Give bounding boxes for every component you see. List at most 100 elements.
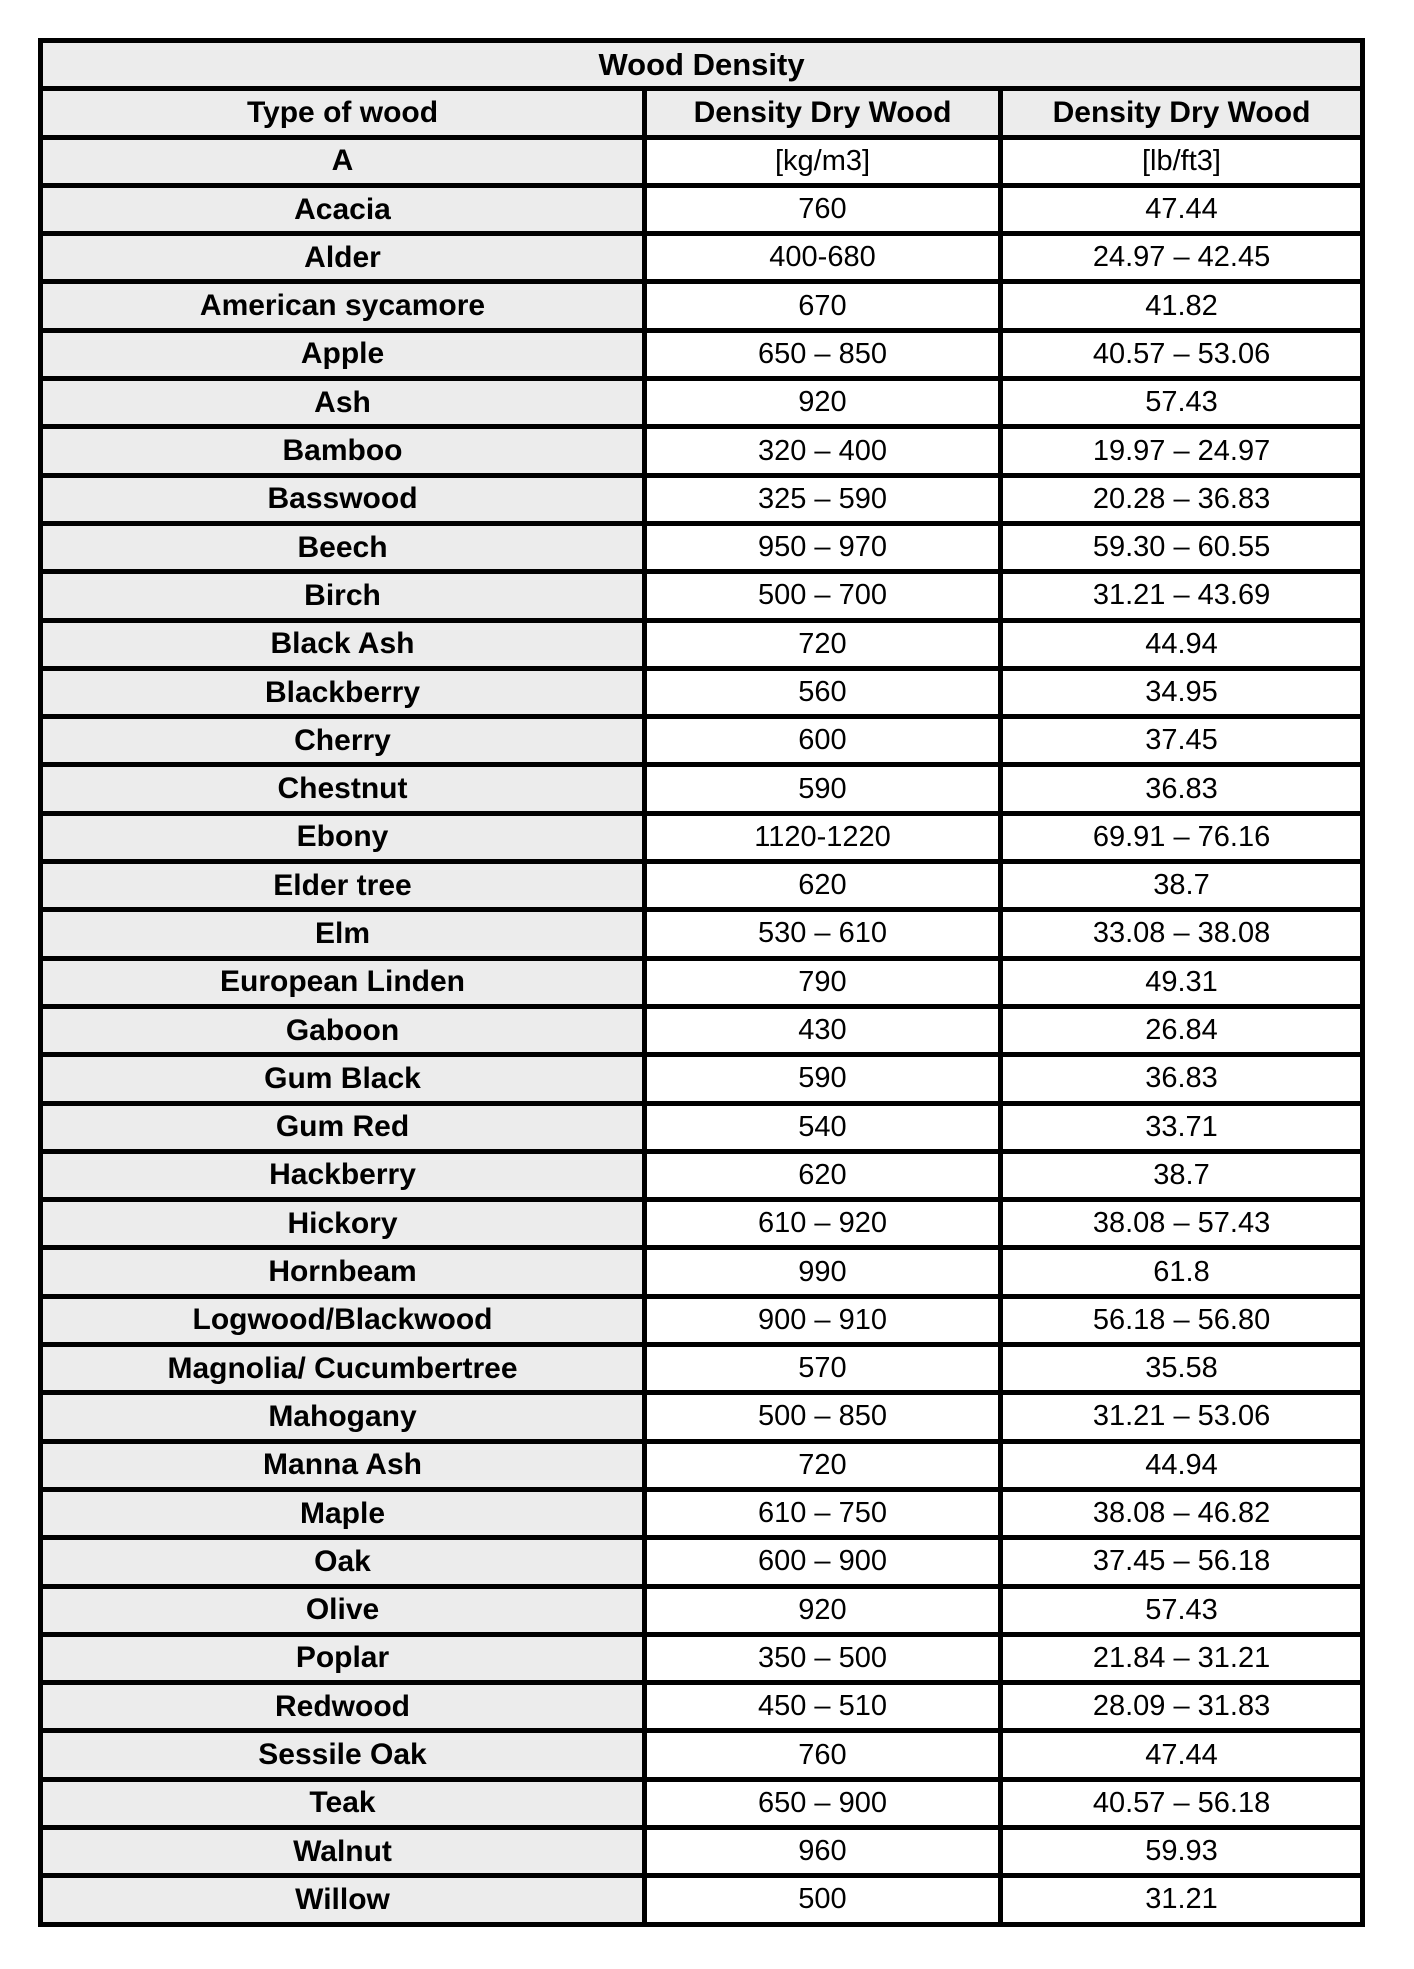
wood-name-cell: Hickory — [38, 1197, 647, 1251]
table-title: Wood Density — [37, 37, 1366, 92]
wood-name-cell: Sessile Oak — [38, 1728, 647, 1782]
density-lb-cell: 59.93 — [997, 1824, 1366, 1879]
density-lb-cell: 69.91 – 76.16 — [997, 810, 1366, 865]
wood-name-cell: Black Ash — [38, 617, 647, 671]
density-lb-cell: 36.83 — [997, 1052, 1366, 1106]
wood-name-cell: Birch — [38, 569, 647, 623]
density-lb-cell: 57.43 — [997, 376, 1366, 430]
density-kg-cell: 590 — [642, 762, 1003, 816]
wood-name-cell: European Linden — [38, 955, 647, 1009]
density-lb-cell: 37.45 — [997, 714, 1366, 768]
density-kg-cell: 950 – 970 — [642, 520, 1003, 575]
density-kg-cell: 900 – 910 — [642, 1293, 1003, 1348]
density-lb-cell: 38.7 — [997, 1148, 1366, 1203]
table-row: Hornbeam 990 61.8 — [38, 1245, 1366, 1299]
density-kg-cell: 650 – 850 — [642, 327, 1003, 382]
wood-name-cell: Hackberry — [38, 1148, 647, 1203]
table-units-row: A [kg/m3] [lb/ft3] — [38, 134, 1366, 188]
density-kg-cell: 325 – 590 — [642, 472, 1003, 526]
density-lb-cell: 31.21 – 53.06 — [997, 1390, 1366, 1444]
table-row: Poplar 350 – 500 21.84 – 31.21 — [38, 1631, 1366, 1686]
table-row: American sycamore 670 41.82 — [38, 279, 1366, 333]
density-lb-cell: 40.57 – 56.18 — [997, 1776, 1366, 1830]
density-kg-cell: 540 — [642, 1100, 1003, 1154]
density-lb-cell: 21.84 – 31.21 — [997, 1631, 1366, 1686]
density-lb-cell: 57.43 — [997, 1583, 1366, 1637]
wood-name-cell: Elm — [38, 907, 647, 961]
density-kg-cell: 610 – 750 — [642, 1486, 1003, 1541]
wood-name-cell: Chestnut — [38, 762, 647, 816]
wood-name-cell: Acacia — [38, 182, 647, 237]
wood-name-cell: Mahogany — [38, 1390, 647, 1444]
wood-name-cell: Alder — [38, 231, 647, 285]
density-kg-cell: 920 — [642, 376, 1003, 430]
wood-name-cell: Maple — [38, 1486, 647, 1541]
unit-lb-cell: [lb/ft3] — [997, 134, 1366, 188]
unit-kg-cell: [kg/m3] — [642, 134, 1003, 188]
density-kg-cell: 760 — [642, 1728, 1003, 1782]
table-row: Cherry 600 37.45 — [38, 714, 1366, 768]
density-kg-cell: 500 — [642, 1873, 1003, 1927]
table-row: Elder tree 620 38.7 — [38, 859, 1366, 913]
density-kg-cell: 400-680 — [642, 231, 1003, 285]
wood-name-cell: Teak — [38, 1776, 647, 1830]
wood-name-cell: Redwood — [38, 1680, 647, 1734]
density-kg-cell: 320 – 400 — [642, 424, 1003, 478]
table-row: European Linden 790 49.31 — [38, 955, 1366, 1009]
table-header-row: Type of wood Density Dry Wood Density Dr… — [38, 86, 1366, 140]
density-kg-cell: 610 – 920 — [642, 1197, 1003, 1251]
density-kg-cell: 720 — [642, 617, 1003, 671]
wood-name-cell: Manna Ash — [38, 1438, 647, 1492]
table-row: Gum Black 590 36.83 — [38, 1052, 1366, 1106]
wood-name-cell: American sycamore — [38, 279, 647, 333]
density-kg-cell: 920 — [642, 1583, 1003, 1637]
density-lb-cell: 24.97 – 42.45 — [997, 231, 1366, 285]
table-row: Blackberry 560 34.95 — [38, 665, 1366, 720]
wood-name-cell: Basswood — [38, 472, 647, 526]
table-row: Ash 920 57.43 — [38, 376, 1366, 430]
table-row: Maple 610 – 750 38.08 – 46.82 — [38, 1486, 1366, 1541]
wood-name-cell: Apple — [38, 327, 647, 382]
table-row: Gum Red 540 33.71 — [38, 1100, 1366, 1154]
density-kg-cell: 350 – 500 — [642, 1631, 1003, 1686]
density-kg-cell: 570 — [642, 1342, 1003, 1396]
density-lb-cell: 44.94 — [997, 617, 1366, 671]
density-kg-cell: 720 — [642, 1438, 1003, 1492]
table-row: Chestnut 590 36.83 — [38, 762, 1366, 816]
table-row: Redwood 450 – 510 28.09 – 31.83 — [38, 1680, 1366, 1734]
density-lb-cell: 59.30 – 60.55 — [997, 520, 1366, 575]
density-lb-cell: 47.44 — [997, 1728, 1366, 1782]
wood-name-cell: Ash — [38, 376, 647, 430]
table-row: Basswood 325 – 590 20.28 – 36.83 — [38, 472, 1366, 526]
wood-name-cell: Magnolia/ Cucumbertree — [38, 1342, 647, 1396]
wood-name-cell: Elder tree — [38, 859, 647, 913]
density-lb-cell: 31.21 – 43.69 — [997, 569, 1366, 623]
table-row: Logwood/Blackwood 900 – 910 56.18 – 56.80 — [38, 1293, 1366, 1348]
density-kg-cell: 620 — [642, 1148, 1003, 1203]
table-row: Magnolia/ Cucumbertree 570 35.58 — [38, 1342, 1366, 1396]
density-lb-cell: 33.08 – 38.08 — [997, 907, 1366, 961]
density-lb-cell: 26.84 — [997, 1003, 1366, 1058]
density-kg-cell: 500 – 700 — [642, 569, 1003, 623]
wood-name-cell: Gum Black — [38, 1052, 647, 1106]
density-kg-cell: 620 — [642, 859, 1003, 913]
table-row: Black Ash 720 44.94 — [38, 617, 1366, 671]
density-lb-cell: 20.28 – 36.83 — [997, 472, 1366, 526]
density-lb-cell: 28.09 – 31.83 — [997, 1680, 1366, 1734]
density-lb-cell: 56.18 – 56.80 — [997, 1293, 1366, 1348]
density-lb-cell: 61.8 — [997, 1245, 1366, 1299]
table-row: Alder 400-680 24.97 – 42.45 — [38, 231, 1366, 285]
header-density-lb: Density Dry Wood — [997, 86, 1366, 140]
density-lb-cell: 38.08 – 46.82 — [997, 1486, 1366, 1541]
density-lb-cell: 47.44 — [997, 182, 1366, 237]
density-lb-cell: 31.21 — [997, 1873, 1366, 1927]
density-kg-cell: 450 – 510 — [642, 1680, 1003, 1734]
density-kg-cell: 430 — [642, 1003, 1003, 1058]
density-kg-cell: 990 — [642, 1245, 1003, 1299]
density-lb-cell: 38.08 – 57.43 — [997, 1197, 1366, 1251]
wood-name-cell: Blackberry — [38, 665, 647, 720]
density-lb-cell: 38.7 — [997, 859, 1366, 913]
density-kg-cell: 600 – 900 — [642, 1535, 1003, 1589]
table-row: Birch 500 – 700 31.21 – 43.69 — [38, 569, 1366, 623]
density-kg-cell: 760 — [642, 182, 1003, 237]
